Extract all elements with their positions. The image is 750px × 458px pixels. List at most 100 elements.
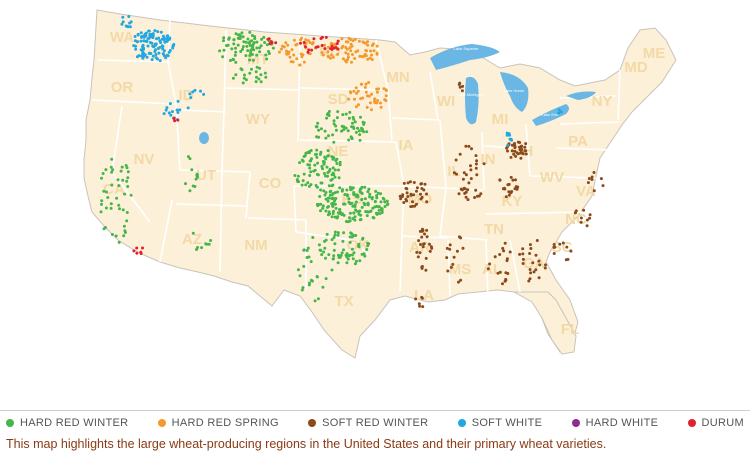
wheat-dot xyxy=(466,188,470,192)
wheat-dot xyxy=(109,206,113,210)
wheat-dot xyxy=(357,39,361,43)
wheat-dot xyxy=(327,110,331,113)
wheat-dot xyxy=(156,47,160,50)
wheat-dot xyxy=(564,258,568,262)
wheat-dot xyxy=(246,37,250,41)
state-label-ca: CA xyxy=(103,181,125,198)
wheat-dot xyxy=(147,29,151,33)
wheat-dot xyxy=(379,101,382,105)
wheat-dot xyxy=(304,38,308,42)
wheat-dot xyxy=(321,167,324,171)
wheat-dot xyxy=(356,89,360,93)
wheat-dot xyxy=(153,50,157,53)
wheat-dot xyxy=(415,186,419,190)
wheat-dot xyxy=(267,52,271,55)
wheat-dot xyxy=(474,166,478,170)
wheat-dot xyxy=(288,55,292,59)
wheat-dot xyxy=(464,144,468,148)
wheat-dot xyxy=(336,190,339,194)
wheat-dot xyxy=(126,176,130,180)
wheat-dot xyxy=(424,256,428,260)
wheat-dot xyxy=(159,30,163,34)
wheat-dot xyxy=(119,169,123,173)
wheat-dot xyxy=(135,55,139,59)
wheat-dot xyxy=(524,142,528,146)
wheat-dot xyxy=(501,246,505,250)
wheat-dot xyxy=(362,121,366,125)
wheat-dot xyxy=(135,251,139,255)
wheat-dot xyxy=(193,185,197,188)
wheat-dot xyxy=(241,47,244,51)
wheat-dot xyxy=(335,116,339,120)
wheat-dot xyxy=(297,180,300,184)
wheat-dot xyxy=(360,185,364,189)
wheat-dot xyxy=(199,89,202,93)
wheat-dot xyxy=(565,245,569,249)
wheat-dot xyxy=(425,192,428,196)
wheat-dot xyxy=(246,49,250,53)
wheat-dot xyxy=(384,94,388,98)
wheat-dot xyxy=(309,260,313,264)
wheat-dot xyxy=(412,193,416,197)
wheat-dot xyxy=(363,185,367,189)
wheat-dot xyxy=(351,39,355,43)
wheat-dot xyxy=(319,209,322,213)
wheat-dot xyxy=(105,190,108,194)
state-border-35 xyxy=(529,175,597,179)
wheat-dot xyxy=(425,200,429,204)
wheat-dot xyxy=(104,206,108,210)
state-border-22 xyxy=(391,117,441,121)
wheat-dot xyxy=(248,58,252,62)
wheat-dot xyxy=(315,275,319,278)
wheat-dot xyxy=(342,128,346,132)
wheat-dot xyxy=(420,195,424,199)
wheat-dot xyxy=(370,108,373,112)
wheat-dot xyxy=(592,171,596,174)
wheat-dot xyxy=(324,136,328,140)
wheat-dot xyxy=(323,43,326,47)
lake-label: Lake Michigan xyxy=(457,92,483,97)
wheat-dot xyxy=(463,187,467,191)
wheat-dot xyxy=(347,97,351,101)
wheat-dot xyxy=(512,152,516,156)
wheat-dot xyxy=(413,204,417,208)
wheat-dot xyxy=(514,185,518,189)
wheat-dot xyxy=(332,46,336,50)
wheat-dot xyxy=(168,36,172,40)
wheat-dot xyxy=(406,195,410,198)
wheat-dot xyxy=(376,191,380,195)
wheat-dot xyxy=(365,130,369,134)
wheat-dot xyxy=(109,165,113,169)
wheat-dot xyxy=(336,47,340,51)
wheat-dot xyxy=(467,181,471,185)
wheat-dot xyxy=(506,149,509,153)
wheat-dot xyxy=(573,211,577,215)
state-label-nv: NV xyxy=(134,151,155,168)
wheat-dot xyxy=(327,253,331,257)
wheat-dot xyxy=(145,55,149,59)
wheat-dot xyxy=(417,302,421,306)
wheat-dot xyxy=(344,126,348,130)
wheat-dot xyxy=(503,241,507,245)
wheat-dot xyxy=(519,156,523,160)
wheat-dot xyxy=(154,53,158,56)
wheat-dot xyxy=(519,144,523,148)
wheat-dot xyxy=(355,91,359,95)
wheat-dot xyxy=(314,184,318,187)
wheat-dot xyxy=(421,227,424,231)
wheat-dot xyxy=(317,128,321,132)
state-label-pa: PA xyxy=(568,133,588,150)
wheat-dot xyxy=(264,53,268,57)
wheat-dot xyxy=(322,161,326,165)
wheat-dot xyxy=(331,212,335,215)
wheat-dot xyxy=(420,235,424,239)
state-border-0 xyxy=(97,59,171,63)
wheat-dot xyxy=(331,257,335,261)
state-label-sc: SC xyxy=(552,239,573,256)
wheat-dot xyxy=(298,63,302,67)
wheat-dot xyxy=(232,38,236,42)
wheat-dot xyxy=(377,208,381,212)
wheat-dot xyxy=(322,172,326,175)
wheat-dot xyxy=(178,108,182,112)
wheat-dot xyxy=(520,147,523,151)
